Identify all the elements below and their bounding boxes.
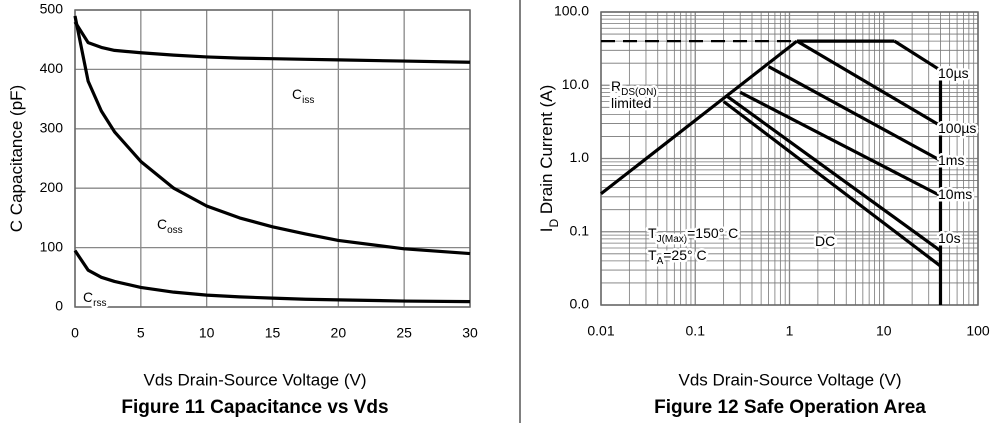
- annotation-text: 100µs: [938, 120, 976, 136]
- plot-frame: [74, 9, 471, 308]
- x-tick-label: 1: [786, 323, 794, 339]
- series-line: [73, 249, 471, 304]
- annotation-text: C: [292, 86, 302, 102]
- x-tick-label: 100: [966, 323, 990, 339]
- annotation: Ciss: [292, 86, 314, 106]
- annotation: 10ms: [938, 186, 972, 202]
- series-line: [73, 21, 471, 64]
- annotation-sub: oss: [167, 225, 183, 236]
- annotation: 100µs: [938, 120, 976, 136]
- plot-frame: [600, 11, 979, 306]
- annotation: Crss: [83, 289, 106, 309]
- x-tick-label: 15: [265, 325, 281, 341]
- annotation-sub: rss: [93, 298, 106, 309]
- y-tick-label: 0.0: [570, 296, 590, 312]
- y-tick-label: 0: [55, 298, 63, 314]
- annotation-text: 10s: [938, 230, 961, 246]
- annotation-sub: J(Max): [657, 234, 688, 245]
- x-tick-label: 0: [71, 325, 79, 341]
- y-tick-label: 300: [40, 120, 64, 136]
- y-tick-label: 400: [40, 60, 64, 76]
- y-axis-label-text: C Capacitance (pF): [7, 85, 26, 232]
- annotation-rest: =25° C: [663, 247, 706, 263]
- annotation: limited: [611, 95, 651, 111]
- series-line: [739, 90, 942, 198]
- x-tick-label: 25: [396, 325, 412, 341]
- annotation: TA=25° C: [648, 247, 707, 267]
- annotation-text: T: [648, 247, 657, 263]
- annotation: 10µs: [938, 65, 969, 81]
- annotation-text: C: [83, 289, 93, 305]
- y-axis-label-rest: Drain Current (A): [537, 85, 556, 219]
- y-axis-label-sub: D: [547, 219, 561, 228]
- y-tick-label: 500: [40, 1, 64, 17]
- annotation-text: 10µs: [938, 65, 969, 81]
- x-tick-label: 0.01: [587, 323, 614, 339]
- x-tick-label: 10: [876, 323, 892, 339]
- annotation-text: 10ms: [938, 186, 972, 202]
- y-tick-label: 200: [40, 179, 64, 195]
- series-line: [767, 65, 942, 162]
- annotation: RDS(ON): [611, 78, 657, 98]
- annotation: Coss: [157, 216, 183, 236]
- series-line: [726, 95, 942, 253]
- y-tick-label: 10.0: [562, 76, 589, 92]
- annotation-text: R: [611, 78, 621, 94]
- series-line: [600, 39, 798, 196]
- annotation-text: DC: [815, 233, 835, 249]
- annotation-rest: =150° C: [687, 225, 738, 241]
- x-axis-label: Vds Drain-Source Voltage (V): [144, 370, 367, 389]
- annotation-text: C: [157, 216, 167, 232]
- annotation-sub: A: [657, 256, 664, 267]
- annotation-sub: DS(ON): [621, 87, 657, 98]
- series-line: [893, 39, 942, 72]
- y-tick-label: 100: [40, 238, 64, 254]
- x-axis-label: Vds Drain-Source Voltage (V): [679, 370, 902, 389]
- series-line: [722, 100, 942, 268]
- annotation-sub: iss: [302, 95, 314, 106]
- x-tick-label: 30: [462, 325, 478, 341]
- annotation-text: T: [648, 225, 657, 241]
- annotation: TJ(Max)=150° C: [648, 225, 738, 245]
- y-axis-label-text: I: [537, 228, 556, 233]
- y-tick-label: 0.1: [570, 222, 590, 238]
- annotation: 1ms: [938, 152, 964, 168]
- series-line: [796, 39, 942, 128]
- x-tick-label: 0.1: [686, 323, 706, 339]
- y-axis-label: ID Drain Current (A): [537, 85, 561, 233]
- annotation: DC: [815, 233, 835, 249]
- y-tick-label: 100.0: [554, 3, 589, 19]
- y-axis-label: C Capacitance (pF): [7, 85, 26, 232]
- y-tick-label: 1.0: [570, 149, 590, 165]
- annotation-text: limited: [611, 95, 651, 111]
- x-tick-label: 20: [331, 325, 347, 341]
- chart-title: Figure 11 Capacitance vs Vds: [121, 397, 388, 418]
- annotation-text: 1ms: [938, 152, 964, 168]
- series-line: [73, 15, 471, 256]
- annotation: 10s: [938, 230, 961, 246]
- x-tick-label: 5: [137, 325, 145, 341]
- x-tick-label: 10: [199, 325, 215, 341]
- chart-title: Figure 12 Safe Operation Area: [654, 397, 926, 418]
